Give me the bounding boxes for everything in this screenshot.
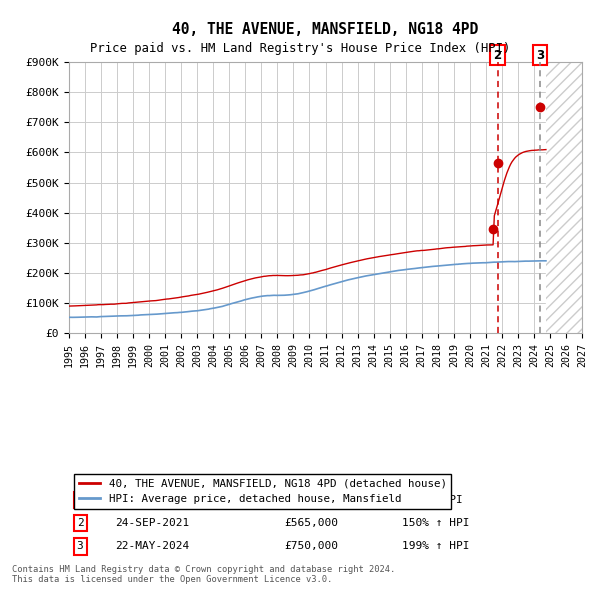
Text: 3: 3 — [536, 48, 544, 62]
Bar — [546, 62, 582, 333]
Text: 22-MAY-2024: 22-MAY-2024 — [115, 542, 190, 552]
Text: 2: 2 — [77, 519, 83, 528]
Text: 54% ↑ HPI: 54% ↑ HPI — [403, 495, 463, 505]
Legend: 40, THE AVENUE, MANSFIELD, NG18 4PD (detached house), HPI: Average price, detach: 40, THE AVENUE, MANSFIELD, NG18 4PD (det… — [74, 474, 451, 509]
Text: 2: 2 — [493, 48, 502, 62]
Bar — [546, 62, 582, 333]
Text: Contains HM Land Registry data © Crown copyright and database right 2024.: Contains HM Land Registry data © Crown c… — [12, 565, 395, 574]
Text: 199% ↑ HPI: 199% ↑ HPI — [403, 542, 470, 552]
Text: £565,000: £565,000 — [284, 519, 338, 528]
Text: £750,000: £750,000 — [284, 542, 338, 552]
Text: 24-SEP-2021: 24-SEP-2021 — [115, 519, 190, 528]
Text: 3: 3 — [77, 542, 83, 552]
Text: 150% ↑ HPI: 150% ↑ HPI — [403, 519, 470, 528]
Text: 08-JUN-2021: 08-JUN-2021 — [115, 495, 190, 505]
Text: 1: 1 — [77, 495, 83, 505]
Text: This data is licensed under the Open Government Licence v3.0.: This data is licensed under the Open Gov… — [12, 575, 332, 584]
Text: Price paid vs. HM Land Registry's House Price Index (HPI): Price paid vs. HM Land Registry's House … — [90, 42, 510, 55]
Text: £345,000: £345,000 — [284, 495, 338, 505]
Title: 40, THE AVENUE, MANSFIELD, NG18 4PD: 40, THE AVENUE, MANSFIELD, NG18 4PD — [172, 22, 479, 37]
